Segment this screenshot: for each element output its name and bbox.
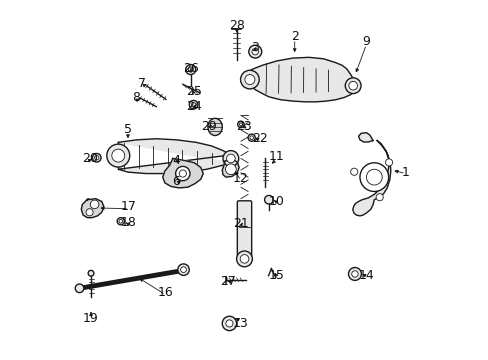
Text: 28: 28 [228, 19, 244, 32]
Text: 9: 9 [362, 35, 369, 49]
Circle shape [90, 200, 99, 209]
Text: 22: 22 [251, 132, 267, 145]
Circle shape [86, 209, 93, 216]
Text: 25: 25 [185, 85, 201, 98]
Polygon shape [81, 199, 104, 218]
Circle shape [240, 70, 259, 89]
Circle shape [351, 271, 357, 277]
Circle shape [180, 267, 186, 273]
Circle shape [117, 218, 124, 225]
Polygon shape [163, 158, 203, 188]
Circle shape [185, 64, 195, 75]
Circle shape [249, 136, 253, 139]
Text: 6: 6 [172, 175, 180, 188]
Circle shape [178, 264, 189, 275]
Text: 4: 4 [172, 154, 180, 167]
Text: 14: 14 [358, 269, 373, 282]
Text: 24: 24 [186, 100, 202, 113]
Polygon shape [352, 140, 390, 216]
Circle shape [375, 194, 383, 201]
Text: 19: 19 [82, 311, 98, 325]
Text: 16: 16 [158, 287, 173, 300]
Text: 13: 13 [233, 317, 248, 330]
Circle shape [237, 121, 244, 128]
Circle shape [75, 284, 83, 293]
Circle shape [345, 78, 360, 94]
Circle shape [348, 267, 361, 280]
Circle shape [223, 150, 238, 166]
Circle shape [175, 166, 190, 181]
Circle shape [179, 170, 186, 177]
Circle shape [248, 45, 261, 58]
Circle shape [240, 255, 248, 263]
Circle shape [225, 320, 233, 327]
Circle shape [94, 156, 99, 160]
Circle shape [239, 123, 242, 126]
Text: 12: 12 [233, 172, 248, 185]
Text: 23: 23 [236, 120, 252, 133]
Circle shape [264, 195, 273, 204]
Text: 18: 18 [121, 216, 137, 229]
Text: 15: 15 [268, 269, 284, 282]
Circle shape [88, 270, 94, 276]
Circle shape [112, 149, 124, 162]
Circle shape [244, 75, 254, 85]
Circle shape [106, 144, 129, 167]
Text: 2: 2 [290, 30, 298, 43]
Text: 21: 21 [233, 217, 248, 230]
Circle shape [191, 103, 195, 107]
Circle shape [222, 316, 236, 330]
Circle shape [366, 169, 382, 185]
Circle shape [247, 134, 255, 141]
Text: 1: 1 [401, 166, 409, 179]
Ellipse shape [207, 118, 222, 135]
Text: 11: 11 [268, 150, 284, 163]
Polygon shape [358, 133, 372, 142]
Text: 26: 26 [183, 62, 198, 75]
Polygon shape [118, 139, 230, 174]
Circle shape [226, 154, 235, 163]
Circle shape [348, 81, 357, 90]
Text: 20: 20 [81, 152, 97, 165]
Circle shape [188, 67, 193, 72]
Polygon shape [247, 57, 355, 102]
Text: 8: 8 [132, 91, 140, 104]
FancyBboxPatch shape [237, 201, 251, 257]
Circle shape [350, 168, 357, 175]
Text: 10: 10 [268, 195, 284, 208]
Polygon shape [222, 159, 239, 177]
Circle shape [92, 153, 101, 162]
Circle shape [189, 100, 198, 109]
Circle shape [225, 164, 236, 175]
Text: 17: 17 [121, 201, 137, 213]
Text: 5: 5 [123, 123, 132, 136]
Circle shape [251, 48, 258, 55]
Circle shape [359, 163, 388, 192]
Circle shape [119, 220, 122, 223]
Circle shape [236, 251, 252, 267]
Circle shape [385, 159, 392, 166]
Text: 27: 27 [220, 275, 236, 288]
Text: 29: 29 [201, 120, 216, 133]
Text: 3: 3 [251, 41, 259, 54]
Text: 7: 7 [138, 77, 146, 90]
